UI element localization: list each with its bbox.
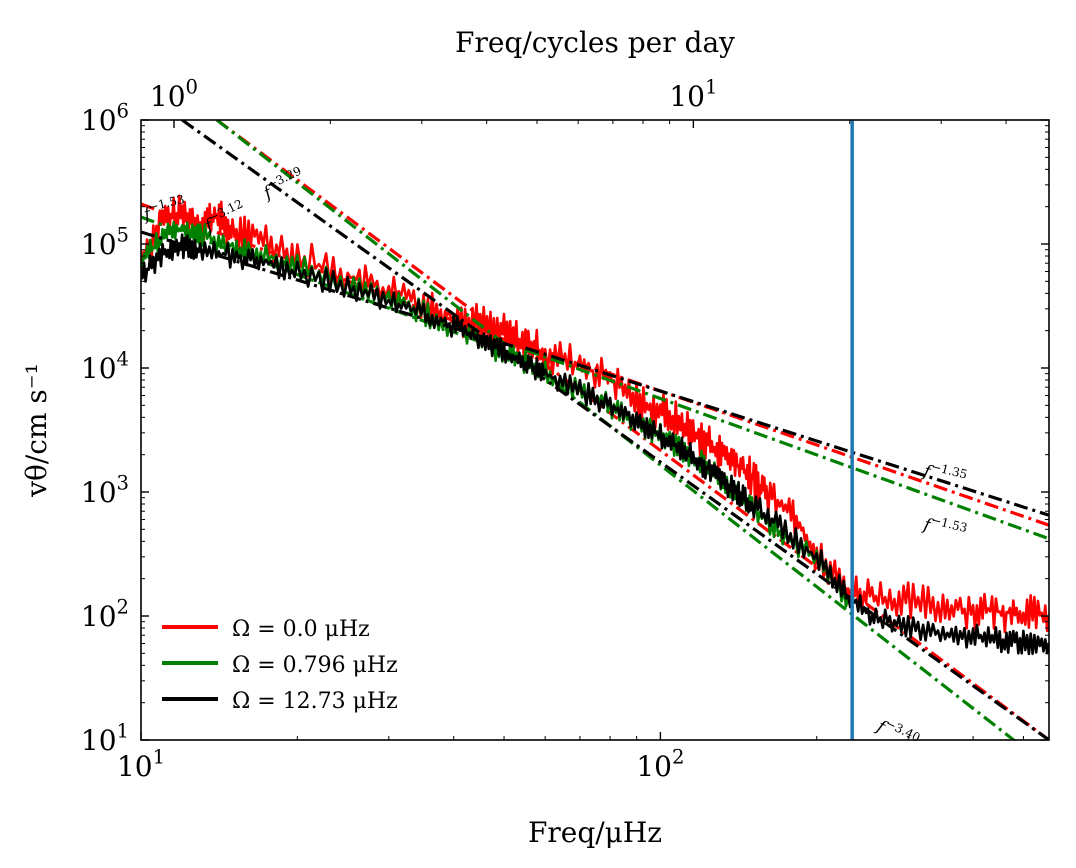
legend: Ω = 0.0 μHz Ω = 0.796 μHz Ω = 12.73 μHz xyxy=(162,617,398,714)
series-line-2 xyxy=(141,233,1049,656)
y-tick-label-3: 104 xyxy=(81,347,129,385)
y-tick-label-5-base: 10 xyxy=(81,104,117,137)
x-tick-label-0-base: 10 xyxy=(117,750,153,783)
y-tick-label-3-base: 10 xyxy=(81,352,117,385)
y-tick-label-5: 106 xyxy=(81,99,129,137)
series-line-0 xyxy=(141,194,1049,634)
y-axis-title: vθ/cm s⁻¹ xyxy=(20,363,53,498)
legend-label-2: Ω = 12.73 μHz xyxy=(232,689,398,714)
top-axis-title: Freq/cycles per day xyxy=(455,26,735,59)
y-tick-label-5-exp: 6 xyxy=(117,99,129,122)
y-tick-label-2-base: 10 xyxy=(81,476,117,509)
top-tick-label-0-base: 10 xyxy=(150,80,186,113)
top-tick-label-1-base: 10 xyxy=(669,80,705,113)
plot-area xyxy=(141,120,1049,740)
fit-line-2-0 xyxy=(141,230,514,348)
y-tick-label-1-exp: 2 xyxy=(117,595,129,618)
y-tick-label-1: 102 xyxy=(81,595,129,633)
y-tick-label-3-exp: 4 xyxy=(117,347,129,370)
fit-line-2-1 xyxy=(181,120,1049,740)
y-tick-label-0-base: 10 xyxy=(81,724,117,757)
y-tick-label-2: 103 xyxy=(81,471,129,509)
fit-line-1-1 xyxy=(215,120,1017,740)
y-tick-label-1-base: 10 xyxy=(81,600,117,633)
x-axis-title: Freq/μHz xyxy=(528,816,662,849)
axes xyxy=(140,119,1050,741)
fit-line-1-2 xyxy=(524,348,1049,541)
y-tick-label-0-exp: 1 xyxy=(117,719,129,742)
x-tick-label-0-exp: 1 xyxy=(153,745,165,768)
x-tick-label-1-exp: 2 xyxy=(672,745,684,768)
top-tick-label-0: 100 xyxy=(150,75,198,113)
y-tick-label-0: 101 xyxy=(81,719,129,757)
top-tick-label-0-exp: 0 xyxy=(186,75,198,98)
x-tick-label-0: 101 xyxy=(117,745,165,783)
top-tick-label-1: 101 xyxy=(669,75,717,113)
legend-label-0: Ω = 0.0 μHz xyxy=(232,617,370,642)
x-tick-label-1: 102 xyxy=(636,745,684,783)
legend-label-1: Ω = 0.796 μHz xyxy=(232,653,398,678)
y-tick-label-2-exp: 3 xyxy=(117,471,129,494)
plot-frame xyxy=(140,119,1050,741)
y-tick-label-4: 105 xyxy=(81,223,129,261)
top-tick-label-1-exp: 1 xyxy=(705,75,717,98)
y-tick-label-4-base: 10 xyxy=(81,228,117,261)
fit-line-2-2 xyxy=(525,346,1049,517)
y-tick-label-4-exp: 5 xyxy=(117,223,129,246)
x-tick-label-1-base: 10 xyxy=(636,750,672,783)
